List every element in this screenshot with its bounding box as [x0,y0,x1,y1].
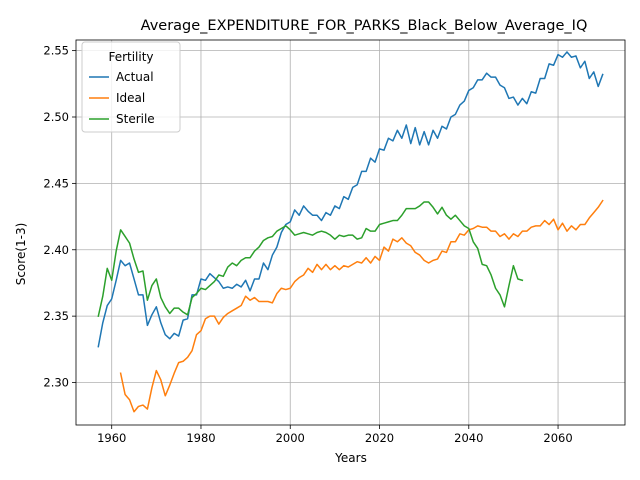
legend-box [81,41,181,133]
y-tick-label: 2.45 [43,176,69,190]
x-tick-label: 2000 [276,431,305,445]
legend: Fertility Actual Ideal Sterile [81,41,181,133]
series-lines [97,51,604,413]
y-tick-label: 2.35 [43,309,69,323]
x-axis-ticks: 1960 1980 2000 2020 2040 2060 [97,425,573,445]
x-tick-label: 1960 [97,431,126,445]
grid-lines [76,40,625,425]
legend-entry-sterile: Sterile [116,112,155,126]
legend-entry-ideal: Ideal [116,91,145,105]
y-axis-ticks: 2.30 2.35 2.40 2.45 2.50 2.55 [43,44,76,390]
x-tick-label: 2040 [454,431,483,445]
x-axis-label: Years [334,451,367,465]
y-tick-label: 2.40 [43,243,69,257]
y-tick-label: 2.30 [43,376,69,390]
y-axis-label: Score(1-3) [14,223,28,286]
series-line-ideal [119,199,604,413]
y-tick-label: 2.55 [43,44,69,58]
x-tick-label: 1980 [186,431,215,445]
x-tick-label: 2060 [543,431,572,445]
legend-title: Fertility [108,50,153,64]
y-tick-label: 2.50 [43,110,69,124]
series-line-actual [97,51,604,348]
plot-frame [75,39,626,426]
chart-title: Average_EXPENDITURE_FOR_PARKS_Black_Belo… [141,18,588,34]
legend-entry-actual: Actual [116,70,154,84]
series-line-sterile [97,201,524,318]
x-tick-label: 2020 [365,431,394,445]
